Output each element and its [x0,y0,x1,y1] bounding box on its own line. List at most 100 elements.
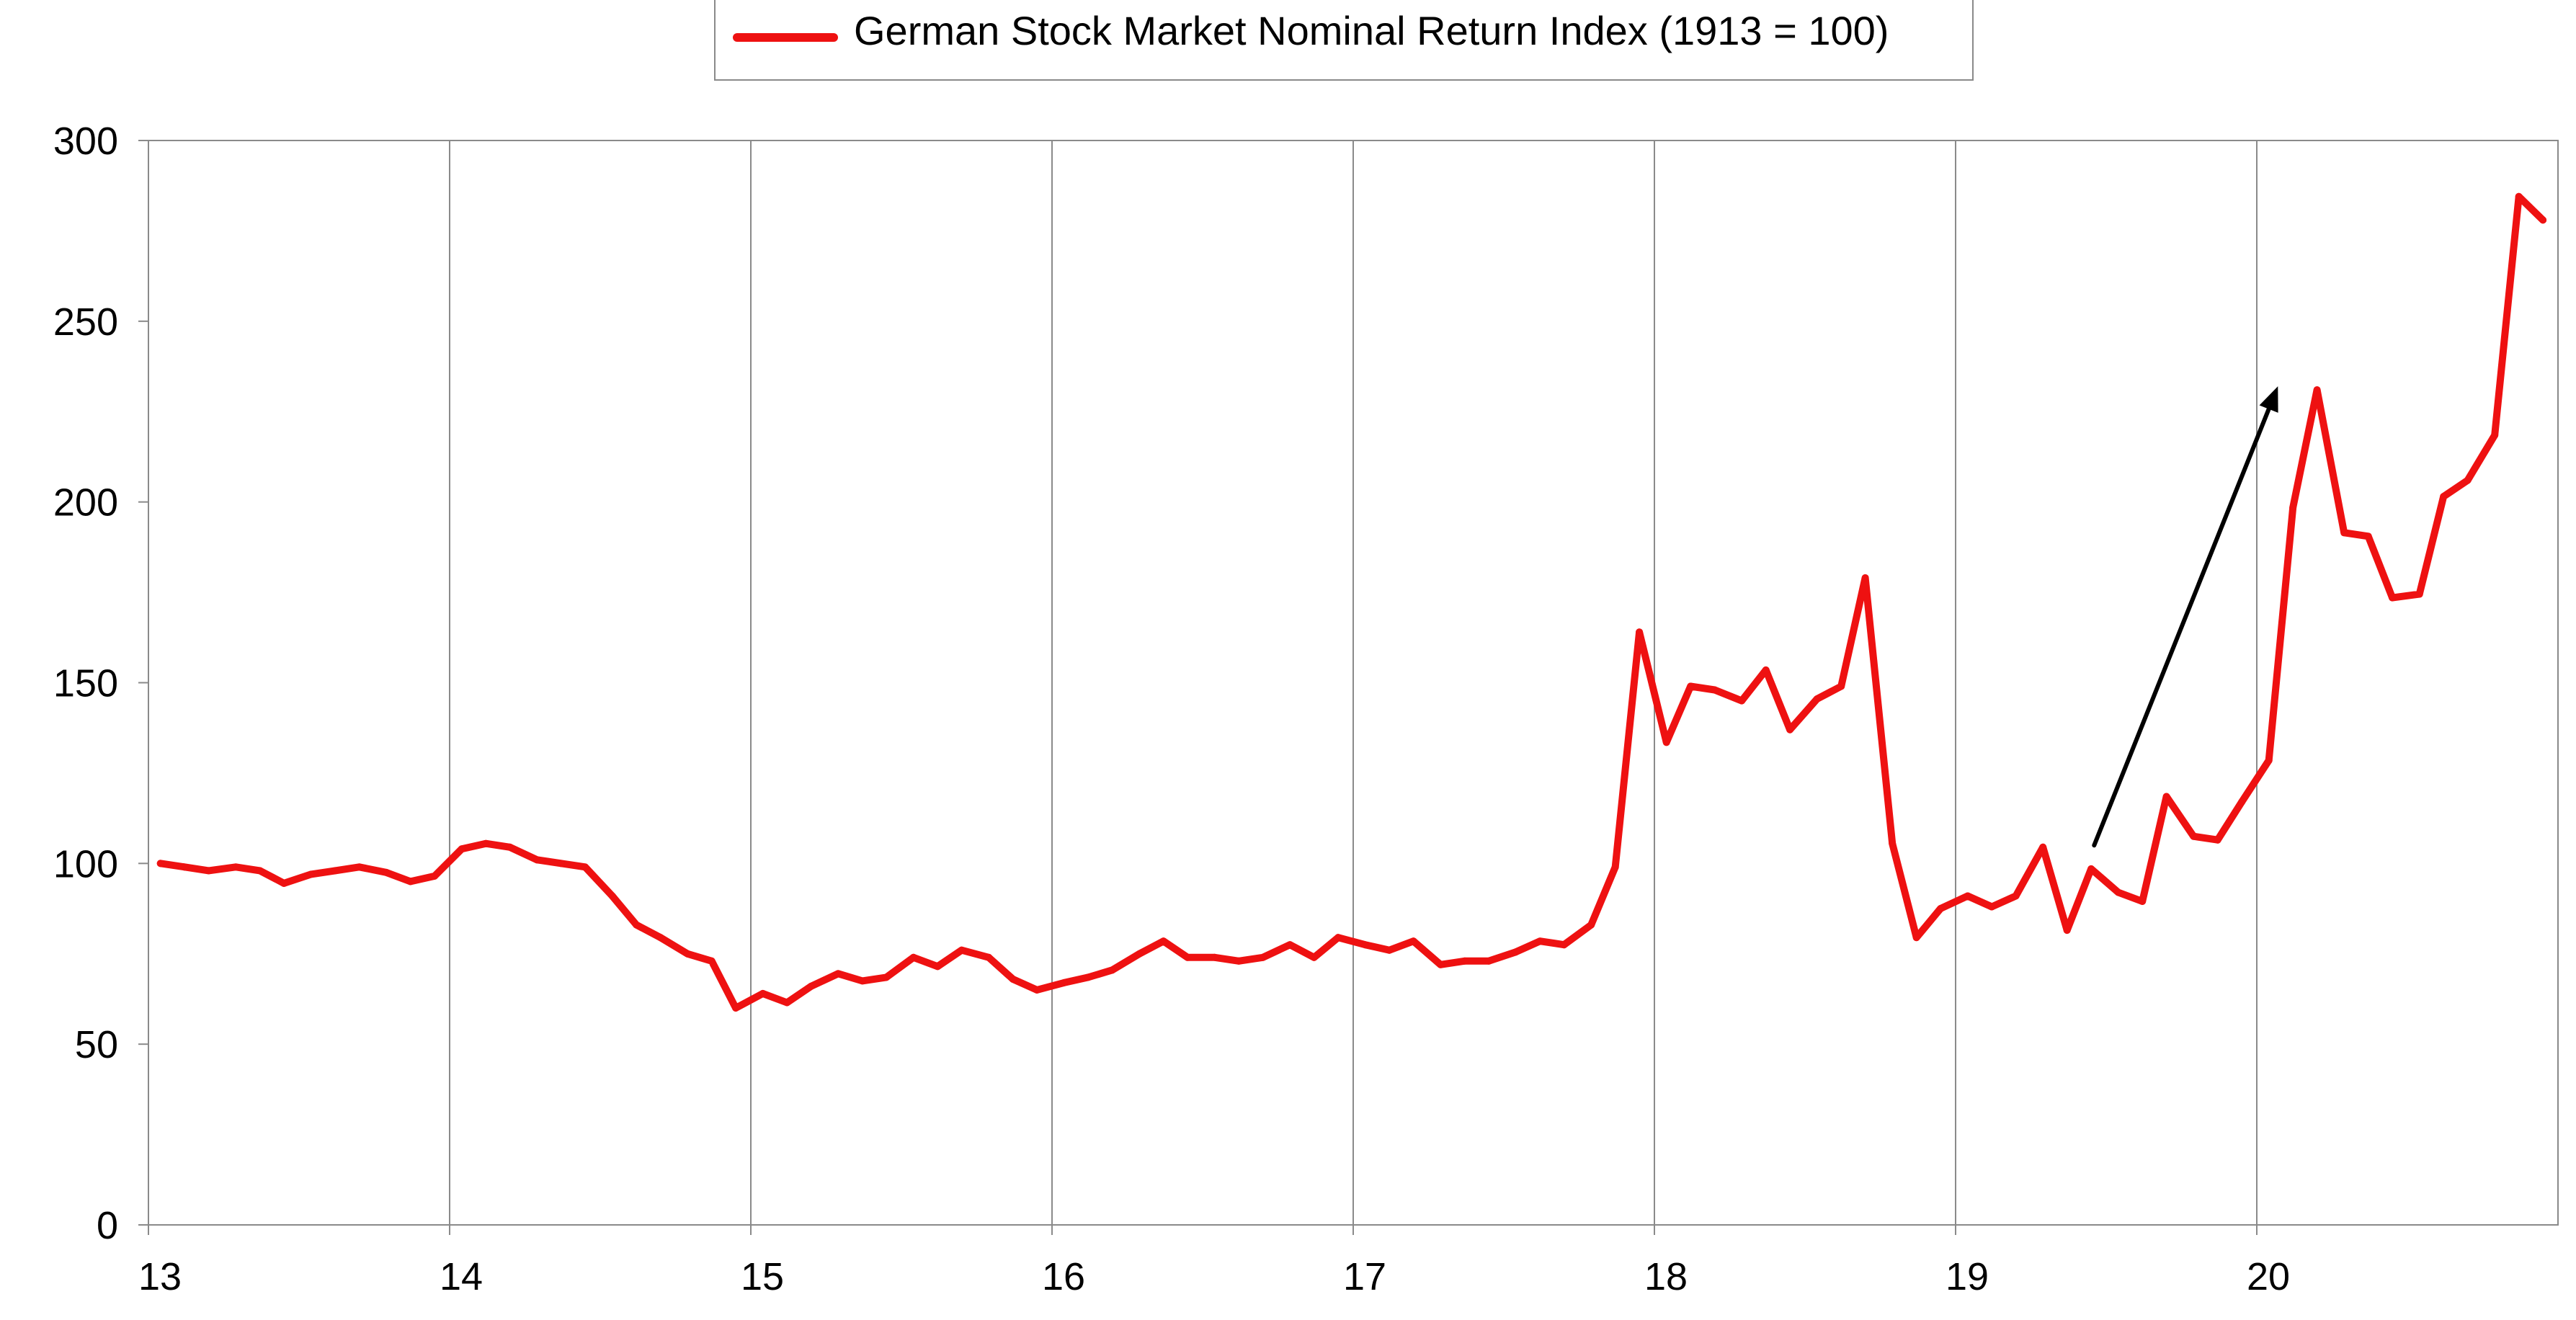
data-point [1636,628,1644,636]
data-point [1786,726,1794,733]
data-point [557,860,565,868]
data-point [1108,966,1116,974]
data-point [533,856,541,864]
data-point [1813,695,1821,703]
data-point [1937,905,1945,913]
data-point [1988,903,1996,911]
data-point [1084,973,1092,981]
data-point [1235,957,1243,965]
data-point [1560,941,1568,949]
data-point [1738,697,1746,705]
x-tick-label: 14 [440,1255,483,1298]
data-point [2340,529,2348,537]
legend: German Stock Market Nominal Return Index… [714,0,1974,81]
data-point [708,957,716,965]
data-point [1861,574,1869,582]
annotations [2092,386,2278,848]
data-point [2464,476,2472,484]
data-point [1662,739,1670,746]
data-point [331,867,339,875]
data-point [1033,986,1041,994]
data-point [1259,953,1267,961]
data-point [1136,950,1144,958]
axes: 0 50 100 150 200 250 300 13 14 15 16 17 18 19 20 [53,120,2558,1298]
series-line-0 [156,192,2547,1012]
data-point [2039,843,2047,851]
data-point [1334,934,1342,942]
data-point [1310,953,1318,961]
data-point [1461,957,1469,965]
data-point [2491,431,2499,439]
data-point [1536,937,1544,945]
data-point [633,921,641,929]
data-point [1159,937,1167,945]
series-layer [156,192,2547,1012]
legend-label: German Stock Market Nominal Return Index… [854,8,1889,53]
data-point [2190,832,2198,840]
data-point [1409,937,1417,945]
data-point [2364,532,2372,540]
data-point [1386,946,1394,954]
data-point [2313,386,2321,394]
x-tick-label: 20 [2247,1255,2290,1298]
data-point [205,867,213,875]
data-point [482,839,490,847]
data-point [732,1004,740,1012]
data-point [232,863,240,871]
x-tick-label: 13 [138,1255,182,1298]
data-point [355,863,363,871]
x-tick-label: 17 [1343,1255,1386,1298]
data-point [1512,948,1520,956]
data-point [807,982,815,990]
data-point [506,843,514,851]
data-point [280,879,288,887]
data-point [1711,686,1719,694]
data-point [1184,953,1192,961]
data-point [858,977,866,985]
data-point [608,892,616,900]
data-point [2012,892,2020,900]
data-point [1687,682,1695,690]
data-point [431,872,439,880]
y-tick-label: 0 [97,1204,118,1247]
data-point [1889,839,1897,847]
annotation-arrow-head [2259,386,2278,413]
data-point [2415,590,2423,598]
data-point [383,868,391,876]
data-point [2238,798,2246,806]
x-tick-label: 16 [1042,1255,1085,1298]
data-point [834,970,842,978]
data-point [1437,960,1445,968]
x-tick-label: 19 [1946,1255,1989,1298]
data-point [2539,216,2547,224]
y-tick-label: 300 [53,120,118,163]
annotation-arrow-line [2092,406,2271,848]
data-point [1912,934,1920,942]
data-point [2162,793,2170,801]
data-point [1485,957,1493,965]
data-point [307,870,315,878]
data-point [2265,757,2273,764]
data-point [1211,953,1218,961]
data-point [581,863,589,871]
data-point [1060,978,1068,986]
data-point [1964,892,1971,900]
data-point [406,878,414,886]
data-point [1361,941,1369,949]
data-point [783,999,791,1007]
data-point [958,946,966,954]
data-point [256,867,264,875]
data-point [883,973,891,981]
data-point [656,934,664,942]
data-point [458,845,465,853]
y-tick-label: 250 [53,300,118,344]
data-point [2440,493,2448,501]
data-point [2087,865,2095,873]
data-point [1762,666,1770,674]
data-point [156,860,164,868]
data-point [934,963,942,971]
data-point [2389,594,2397,602]
data-point [1587,921,1595,929]
data-point [2139,898,2147,906]
data-point [2214,836,2221,844]
